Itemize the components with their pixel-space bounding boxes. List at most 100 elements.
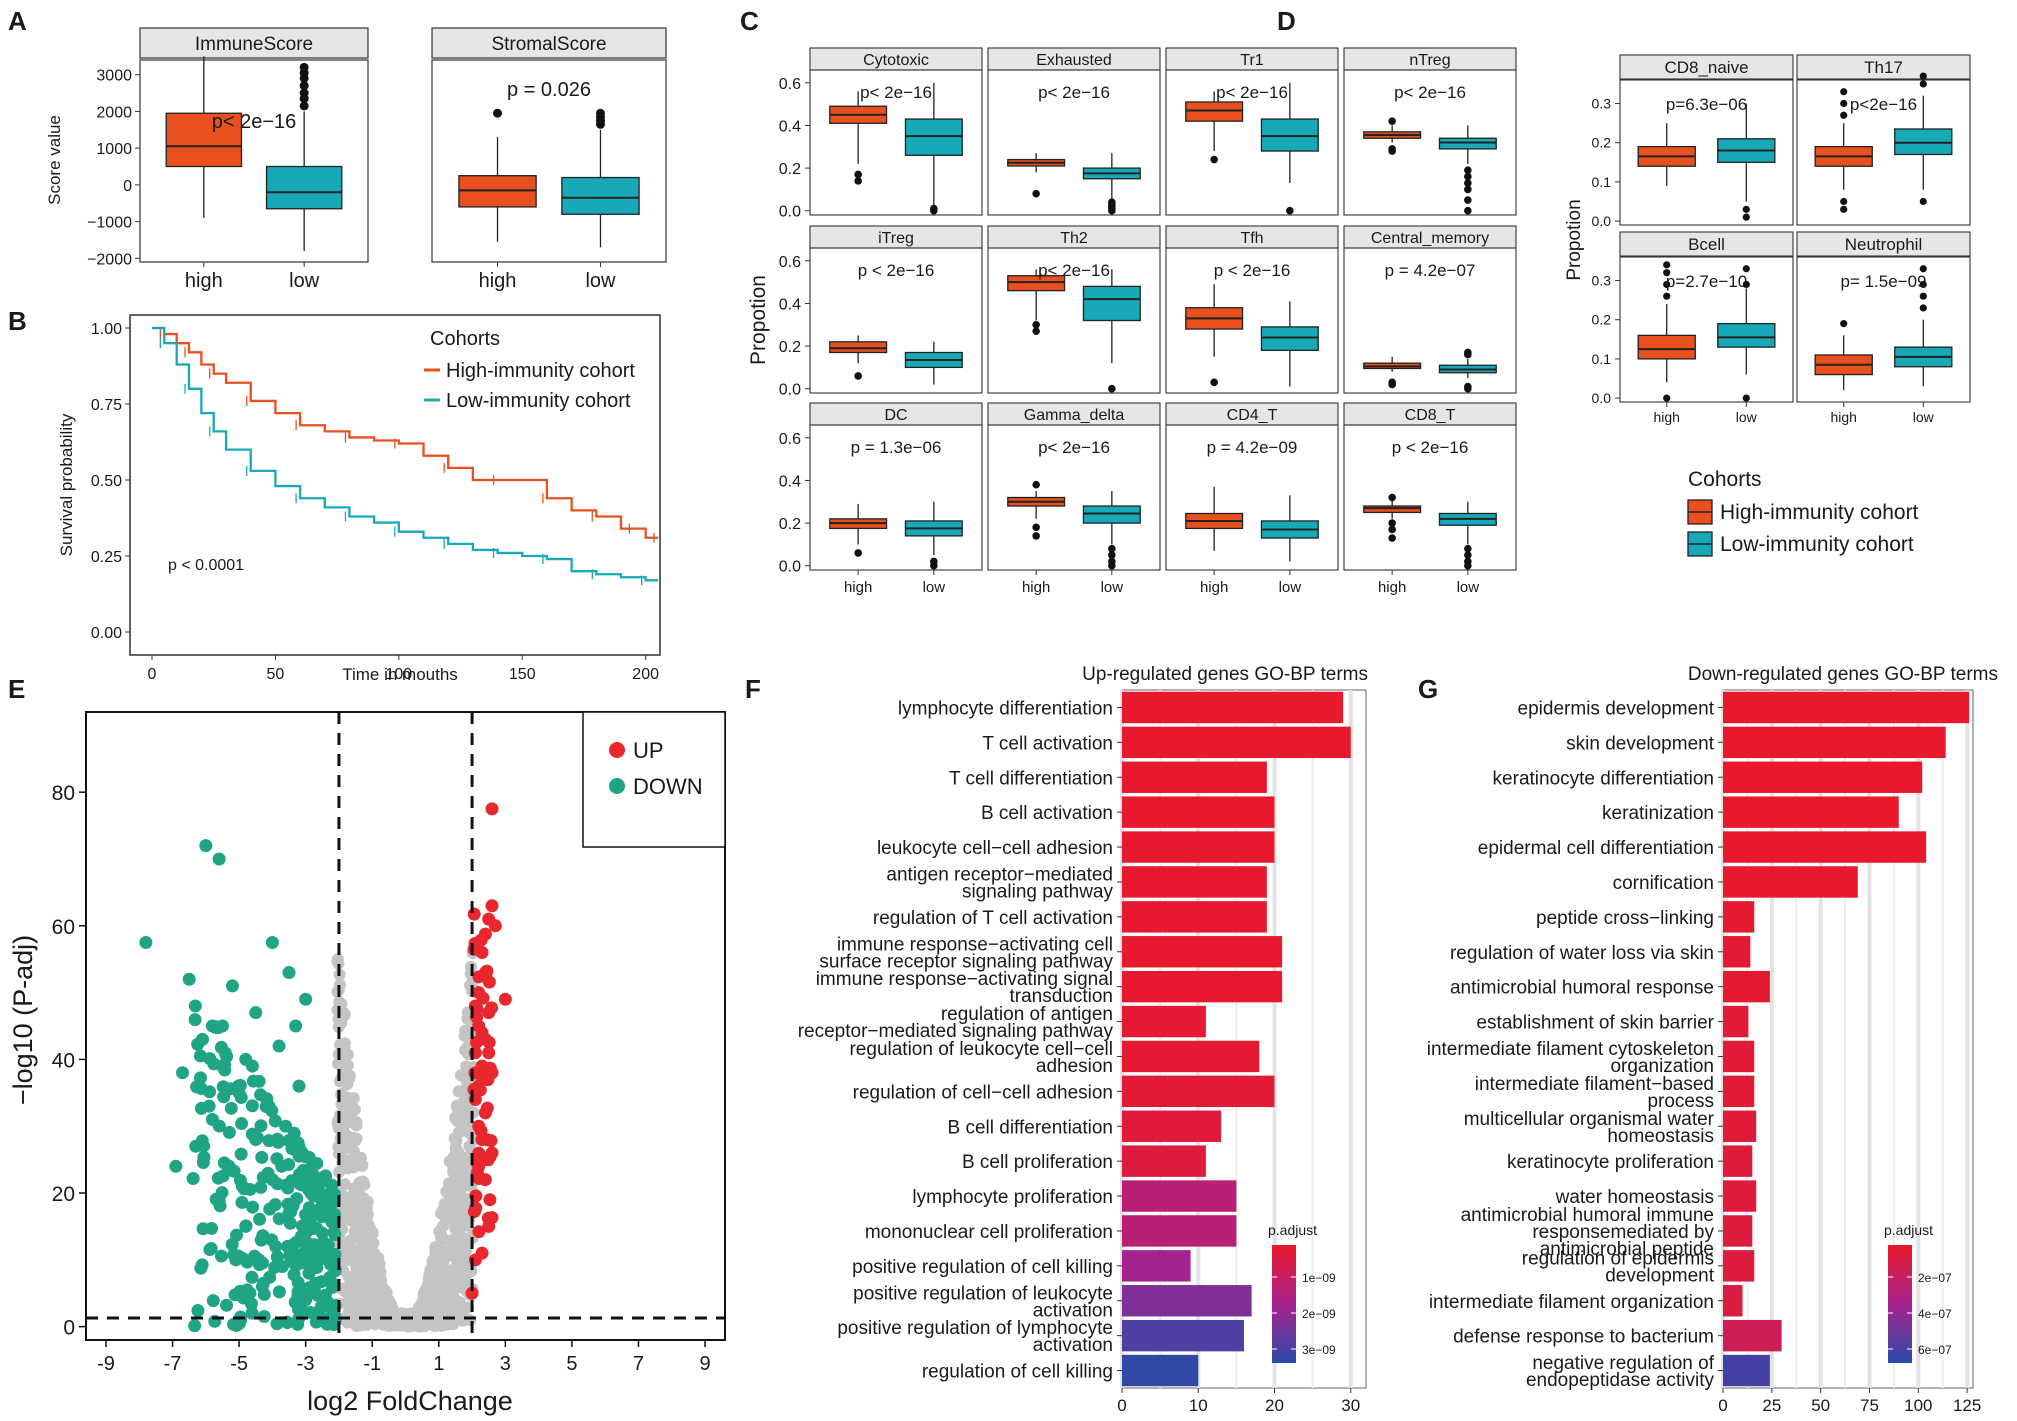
outlier-point	[1742, 280, 1750, 289]
up-point	[485, 802, 499, 816]
down-point	[203, 1243, 217, 1257]
outlier-point	[1464, 179, 1472, 187]
outlier-point	[493, 108, 503, 118]
outlier-point	[1663, 261, 1671, 269]
down-point	[230, 1228, 244, 1242]
y-tick-label: −1000	[87, 215, 132, 232]
outlier-point	[1464, 172, 1472, 181]
nonsignificant-points	[331, 947, 480, 1333]
down-point	[311, 1288, 325, 1302]
box-iqr	[1007, 275, 1066, 292]
grey-point	[360, 1284, 373, 1297]
up-point	[470, 1156, 484, 1170]
go-bar	[1723, 1354, 1770, 1387]
down-point	[212, 852, 226, 866]
grey-point	[453, 1281, 466, 1294]
go-term-label: lymphocyte proliferation	[912, 1187, 1113, 1208]
legend-title: Cohorts	[1688, 468, 1762, 491]
down-point	[245, 1270, 259, 1284]
legend-colorbar	[1888, 1245, 1912, 1363]
p-value: p< 2e−16	[1038, 261, 1110, 280]
x-tick-label: 125	[1953, 1396, 1981, 1415]
down-point	[224, 1101, 238, 1115]
grey-point	[345, 1154, 358, 1167]
grey-point	[335, 1088, 348, 1101]
box-iqr	[561, 176, 640, 215]
p-value: p= 1.5e−09	[1840, 272, 1926, 291]
outlier-point	[1032, 189, 1040, 198]
x-tick-label: low	[1457, 579, 1480, 596]
down-point	[268, 1260, 282, 1274]
p-value: p < 0.0001	[168, 557, 244, 574]
grey-point	[354, 1151, 367, 1164]
up-point	[474, 1124, 488, 1138]
down-point	[289, 1236, 303, 1250]
y-tick-label: 1.00	[91, 321, 122, 338]
box-low	[1082, 153, 1141, 201]
grey-point	[450, 1099, 463, 1112]
x-axis-label: log2 FoldChange	[307, 1386, 513, 1416]
y-tick-label: 0	[63, 1317, 75, 1340]
facet-title: Bcell	[1688, 235, 1725, 254]
down-point	[255, 1150, 269, 1164]
plot-frame	[987, 247, 1161, 394]
outlier-point	[1840, 320, 1848, 328]
go-term-label: keratinocyte differentiation	[1493, 768, 1714, 789]
legend-tick-label: 6e−07	[1918, 1343, 1952, 1357]
down-point	[290, 1192, 304, 1206]
panel-label: E	[8, 674, 25, 704]
facet-title: Cytotoxic	[863, 52, 929, 69]
x-tick-label: 0	[1117, 1396, 1126, 1415]
go-term-label: immune response−activating signal	[816, 969, 1113, 990]
go-term-label: keratinocyte proliferation	[1507, 1152, 1714, 1173]
go-term-label: negative regulation of	[1532, 1353, 1714, 1374]
facet-title: Th17	[1864, 58, 1903, 77]
facet-title: Exhausted	[1036, 52, 1112, 69]
down-point	[271, 1135, 285, 1149]
box-high	[829, 91, 888, 164]
go-bar	[1723, 1319, 1782, 1352]
go-bar	[1122, 1040, 1260, 1073]
go-bar	[1122, 1005, 1206, 1038]
grey-point	[341, 1133, 354, 1146]
down-point	[302, 1150, 316, 1164]
go-term-label: regulation of leukocyte cell−cell	[849, 1039, 1113, 1060]
legend-label: DOWN	[633, 774, 703, 799]
box-high	[1363, 499, 1422, 519]
outlier-point	[1919, 292, 1927, 300]
down-point	[275, 1159, 289, 1173]
down-point	[254, 1233, 268, 1247]
up-point	[475, 1026, 489, 1040]
plot-frame	[1343, 69, 1517, 216]
box-high	[1007, 491, 1066, 519]
go-bar	[1122, 1215, 1237, 1247]
down-point	[217, 1090, 231, 1104]
facet-title: Gamma_delta	[1024, 407, 1125, 424]
go-term-label: antigen receptor−mediated	[886, 864, 1113, 885]
up-point	[483, 1150, 497, 1164]
grey-point	[426, 1255, 439, 1268]
y-tick-label: 0	[123, 178, 132, 195]
grey-point	[447, 1162, 460, 1175]
legend-key	[609, 742, 625, 758]
go-bar	[1122, 970, 1283, 1003]
legend-label: High-immunity cohort	[446, 360, 635, 382]
box-low	[904, 82, 963, 207]
down-point	[235, 1117, 249, 1131]
outlier-point	[1919, 80, 1927, 88]
go-term-label: regulation of cell−cell adhesion	[853, 1082, 1113, 1103]
y-axis-label: Propotion	[747, 275, 770, 365]
x-tick-label: 0	[1718, 1396, 1727, 1415]
go-bar	[1122, 1180, 1237, 1212]
down-point	[325, 1215, 339, 1229]
down-point	[295, 1303, 309, 1317]
p-value: p < 2e−16	[858, 261, 935, 280]
facet-title: iTreg	[878, 230, 914, 247]
down-point	[250, 1131, 264, 1145]
box-iqr	[1637, 334, 1696, 360]
go-term-label: multicellular organismal water	[1464, 1109, 1715, 1130]
go-bar	[1122, 831, 1275, 863]
down-point	[282, 966, 296, 980]
go-term-label: skin development	[1566, 733, 1715, 754]
outlier-point	[1464, 196, 1472, 204]
